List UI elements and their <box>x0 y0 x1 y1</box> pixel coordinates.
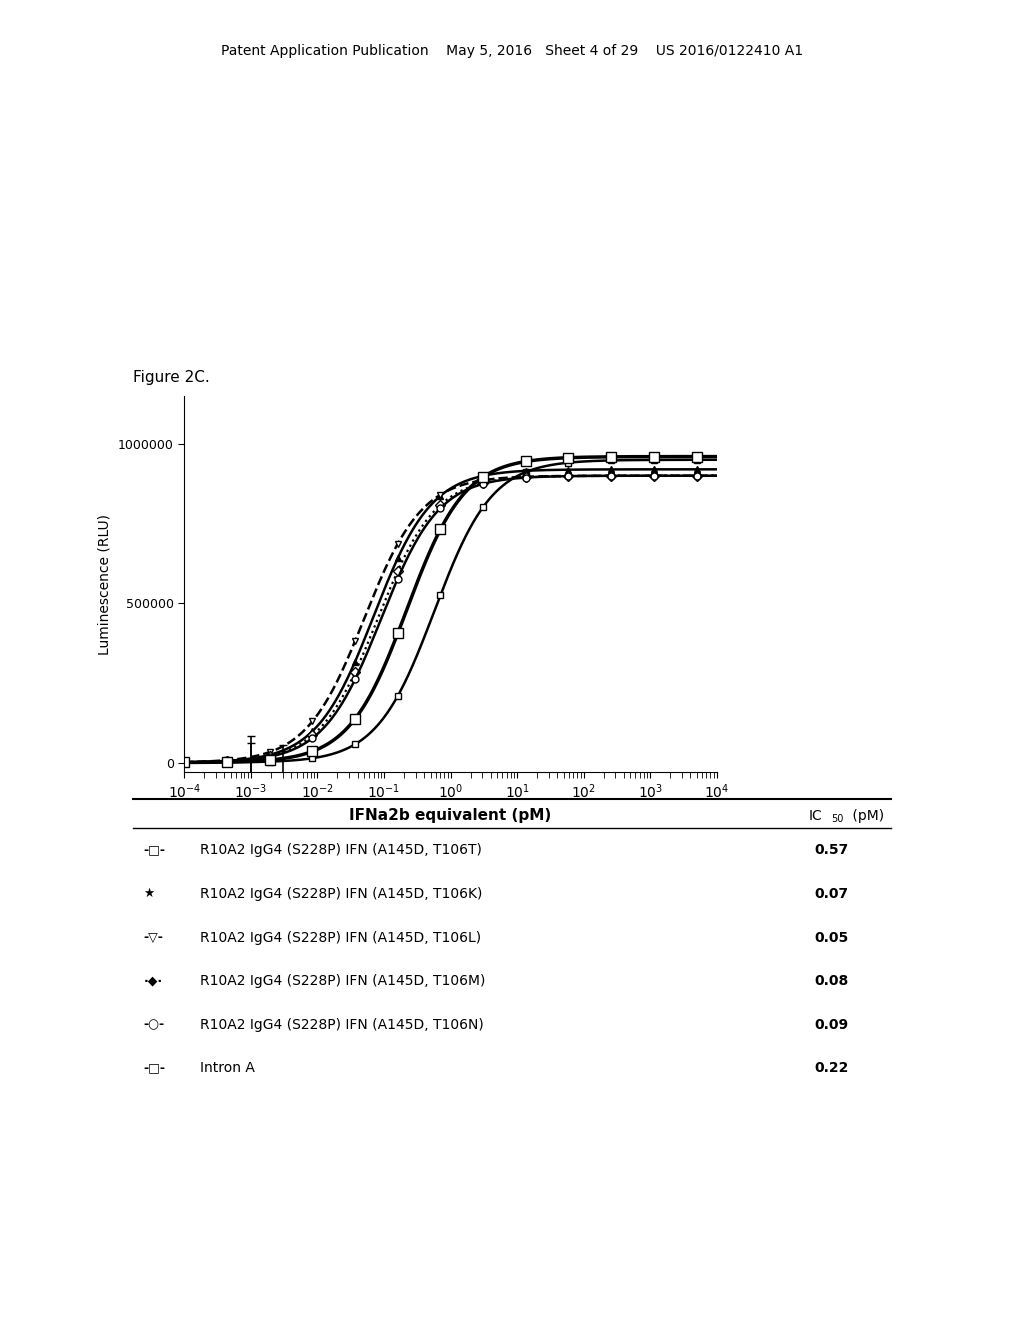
Text: ·◆·: ·◆· <box>143 974 163 987</box>
Text: Intron A: Intron A <box>200 1061 255 1076</box>
Text: IC: IC <box>809 809 822 824</box>
Text: -□-: -□- <box>143 1061 165 1074</box>
Text: 0.05: 0.05 <box>814 931 848 945</box>
Text: 0.57: 0.57 <box>814 843 848 858</box>
Text: (pM): (pM) <box>848 809 884 824</box>
Text: R10A2 IgG4 (S228P) IFN (A145D, T106T): R10A2 IgG4 (S228P) IFN (A145D, T106T) <box>200 843 481 858</box>
Text: 50: 50 <box>831 814 844 825</box>
Text: -▽-: -▽- <box>143 931 163 944</box>
Text: 0.22: 0.22 <box>814 1061 849 1076</box>
Text: R10A2 IgG4 (S228P) IFN (A145D, T106N): R10A2 IgG4 (S228P) IFN (A145D, T106N) <box>200 1018 483 1032</box>
Text: 0.07: 0.07 <box>814 887 848 902</box>
Text: R10A2 IgG4 (S228P) IFN (A145D, T106L): R10A2 IgG4 (S228P) IFN (A145D, T106L) <box>200 931 481 945</box>
X-axis label: IFNa2b equivalent (pM): IFNa2b equivalent (pM) <box>349 808 552 824</box>
Y-axis label: Luminescence (RLU): Luminescence (RLU) <box>97 513 111 655</box>
Text: Figure 2C.: Figure 2C. <box>133 370 210 384</box>
Text: 0.09: 0.09 <box>814 1018 848 1032</box>
Text: ★: ★ <box>143 887 155 900</box>
Text: Patent Application Publication    May 5, 2016   Sheet 4 of 29    US 2016/0122410: Patent Application Publication May 5, 20… <box>221 44 803 58</box>
Text: R10A2 IgG4 (S228P) IFN (A145D, T106M): R10A2 IgG4 (S228P) IFN (A145D, T106M) <box>200 974 485 989</box>
Text: -□-: -□- <box>143 843 165 857</box>
Text: R10A2 IgG4 (S228P) IFN (A145D, T106K): R10A2 IgG4 (S228P) IFN (A145D, T106K) <box>200 887 482 902</box>
Text: 0.08: 0.08 <box>814 974 848 989</box>
Text: -○-: -○- <box>143 1018 165 1031</box>
